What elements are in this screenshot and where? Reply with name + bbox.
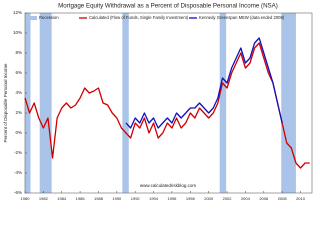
recession-band <box>219 13 227 193</box>
y-tick-label: 0% <box>15 130 22 135</box>
legend-swatch <box>29 16 37 20</box>
series-line <box>125 37 283 129</box>
x-tick-label: 1992 <box>131 196 141 201</box>
x-tick-label: 1986 <box>76 196 86 201</box>
legend: Recession Calculated (Flow of Funds, Sing… <box>29 15 285 20</box>
x-tick-label: 2002 <box>223 196 233 201</box>
y-tick-label: -2% <box>14 150 22 155</box>
recession-band <box>25 13 31 193</box>
x-tick-label: 1998 <box>186 196 196 201</box>
x-tick-label: 1988 <box>94 196 104 201</box>
y-tick-label: 4% <box>15 90 22 95</box>
legend-label: Recession <box>39 15 59 20</box>
x-tick-label: 2000 <box>204 196 214 201</box>
x-tick-label: 2006 <box>259 196 269 201</box>
legend-label: Calculated (Flow of Funds, Single Family… <box>89 15 189 20</box>
y-tick-label: 2% <box>15 110 22 115</box>
x-tick-label: 2010 <box>296 196 306 201</box>
recession-band <box>122 13 129 193</box>
x-tick-label: 1982 <box>39 196 49 201</box>
x-tick-label: 1994 <box>149 196 159 201</box>
x-tick-label: 2004 <box>241 196 251 201</box>
recession-band <box>39 13 52 193</box>
plot-frame <box>24 12 313 194</box>
x-tick-label: 1996 <box>167 196 177 201</box>
legend-label: Kennedy Greenspan MEW (data ended 2008) <box>199 15 285 20</box>
recession-band <box>281 13 296 193</box>
y-tick-label: 12% <box>13 10 22 15</box>
y-tick-label: 10% <box>13 30 22 35</box>
x-tick-label: 1990 <box>112 196 122 201</box>
chart: Mortgage Equity Withdrawal as a Percent … <box>3 3 313 201</box>
y-tick-label: 8% <box>15 50 22 55</box>
x-tick-label: 1984 <box>57 196 67 201</box>
watermark: www.calculatedriskblog.com <box>140 183 197 188</box>
y-tick-label: -4% <box>14 170 22 175</box>
x-tick-label: 1980 <box>21 196 31 201</box>
x-tick-label: 2008 <box>278 196 288 201</box>
y-tick-label: -6% <box>14 190 22 195</box>
y-axis-label: Percent of Disposable Personal Income <box>3 63 8 143</box>
series-line <box>24 42 310 169</box>
chart-title: Mortgage Equity Withdrawal as a Percent … <box>58 3 278 10</box>
y-tick-label: 6% <box>15 70 22 75</box>
